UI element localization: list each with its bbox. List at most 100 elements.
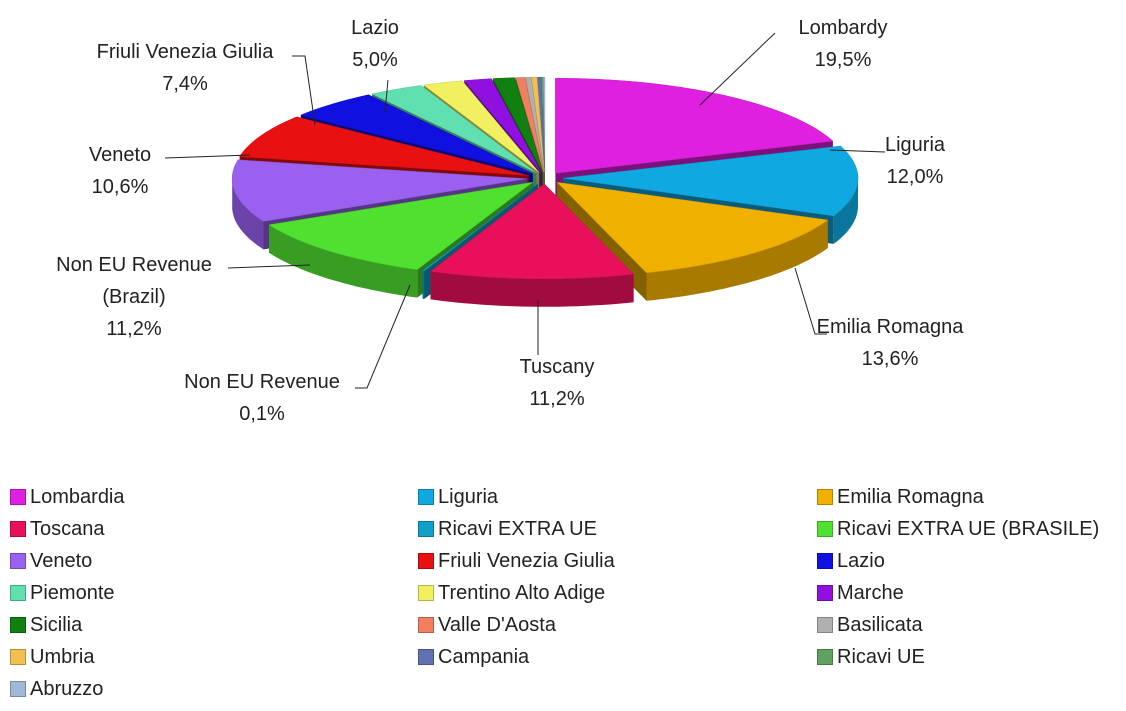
legend-label: Valle D'Aosta xyxy=(438,614,556,636)
legend-label: Lombardia xyxy=(30,486,125,508)
legend-item: Abruzzo xyxy=(10,677,103,701)
pie-slice xyxy=(531,76,545,173)
legend-swatch xyxy=(817,489,833,505)
legend-item: Friuli Venezia Giulia xyxy=(418,549,615,573)
slice-label: Lombardy 19,5% xyxy=(743,12,943,76)
slice-wall xyxy=(232,178,264,250)
leader-line xyxy=(794,267,827,335)
pie-slice xyxy=(231,159,528,222)
legend-label: Basilicata xyxy=(837,614,923,636)
pie-slice xyxy=(421,183,539,272)
legend-swatch xyxy=(817,585,833,601)
slice-value: 0,1% xyxy=(239,403,285,425)
legend-swatch xyxy=(817,521,833,537)
slice-value: 7,4% xyxy=(162,73,208,95)
legend-swatch xyxy=(10,521,26,537)
legend-item: Marche xyxy=(817,581,904,605)
slice-label: Liguria 12,0% xyxy=(815,129,1015,193)
slice-label: Friuli Venezia Giulia 7,4% xyxy=(65,36,305,100)
legend-item: Valle D'Aosta xyxy=(418,613,556,637)
slice-label: Tuscany 11,2% xyxy=(457,351,657,415)
legend-label: Toscana xyxy=(30,518,105,540)
legend-item: Veneto xyxy=(10,549,92,573)
leader-line xyxy=(355,284,411,389)
leader-line xyxy=(164,154,251,159)
legend-item: Campania xyxy=(418,645,529,669)
legend-swatch xyxy=(418,521,434,537)
slice-value: 13,6% xyxy=(861,348,919,370)
legend-label: Campania xyxy=(438,646,530,668)
pie-slice xyxy=(423,80,540,173)
slice-value: 12,0% xyxy=(886,166,944,188)
slice-name: Veneto xyxy=(88,144,152,166)
legend-swatch xyxy=(10,649,26,665)
slice-wall xyxy=(269,224,418,298)
pie-slice xyxy=(562,145,859,217)
legend-label: Piemonte xyxy=(30,582,115,604)
legend-swatch xyxy=(817,649,833,665)
legend-swatch xyxy=(418,585,434,601)
leader-line xyxy=(384,79,389,113)
legend-item: Piemonte xyxy=(10,581,115,605)
slice-wall xyxy=(833,178,858,244)
slice-value: 11,2% xyxy=(529,388,585,410)
leader-line xyxy=(227,264,311,269)
legend-label: Umbria xyxy=(30,646,95,668)
legend-label: Ricavi UE xyxy=(837,646,925,668)
legend-label: Lazio xyxy=(837,550,885,572)
legend-swatch xyxy=(418,617,434,633)
legend-swatch xyxy=(10,681,26,697)
legend-swatch xyxy=(10,585,26,601)
slice-name: Friuli Venezia Giulia xyxy=(96,41,274,63)
legend-label: Liguria xyxy=(438,486,499,508)
slice-name: Emilia Romagna xyxy=(816,316,964,338)
legend-label: Veneto xyxy=(30,550,93,572)
pie-slice xyxy=(239,116,529,176)
legend-swatch xyxy=(817,553,833,569)
legend-item: Basilicata xyxy=(817,613,923,637)
legend-item: Toscana xyxy=(10,517,105,541)
slice-wall xyxy=(646,220,828,301)
slice-value: 5,0% xyxy=(352,49,398,71)
slice-name: Liguria xyxy=(884,134,946,156)
legend-swatch xyxy=(418,489,434,505)
slice-name: Lazio xyxy=(351,17,399,39)
pie-slice xyxy=(555,78,834,174)
legend-item: Liguria xyxy=(418,485,498,509)
legend-label: Friuli Venezia Giulia xyxy=(438,550,615,572)
leader-line xyxy=(829,149,886,153)
legend-label: Emilia Romagna xyxy=(837,486,984,508)
pie-slice xyxy=(556,181,829,274)
pie-slice xyxy=(268,181,533,270)
legend-item: Sicilia xyxy=(10,613,82,637)
legend-item: Lazio xyxy=(817,549,885,573)
slice-name: Non EU Revenue (Brazil) xyxy=(56,254,212,308)
legend-item: Trentino Alto Adige xyxy=(418,581,605,605)
slice-wall xyxy=(430,271,634,307)
pie-slice xyxy=(299,94,533,174)
slice-label: Non EU Revenue (Brazil) 11,2% xyxy=(39,249,229,345)
legend-swatch xyxy=(418,553,434,569)
slice-wall xyxy=(422,270,425,299)
legend-label: Abruzzo xyxy=(30,678,104,700)
legend-label: Ricavi EXTRA UE (BRASILE) xyxy=(837,518,1100,540)
legend-swatch xyxy=(10,553,26,569)
legend-swatch xyxy=(10,617,26,633)
legend-label: Trentino Alto Adige xyxy=(438,582,606,604)
slice-label: Lazio 5,0% xyxy=(315,12,435,76)
legend-swatch xyxy=(817,617,833,633)
slice-label: Emilia Romagna 13,6% xyxy=(780,311,1000,375)
slice-value: 10,6% xyxy=(91,176,149,198)
slice-name: Non EU Revenue xyxy=(184,371,340,393)
legend-label: Ricavi EXTRA UE xyxy=(438,518,597,540)
slice-label: Veneto 10,6% xyxy=(45,139,195,203)
legend-item: Ricavi EXTRA UE xyxy=(418,517,597,541)
legend-item: Umbria xyxy=(10,645,94,669)
slice-label: Non EU Revenue 0,1% xyxy=(152,366,372,430)
pie-slice xyxy=(371,85,537,174)
legend-swatch xyxy=(418,649,434,665)
pie-slice xyxy=(429,183,635,280)
legend-label: Sicilia xyxy=(30,614,83,636)
